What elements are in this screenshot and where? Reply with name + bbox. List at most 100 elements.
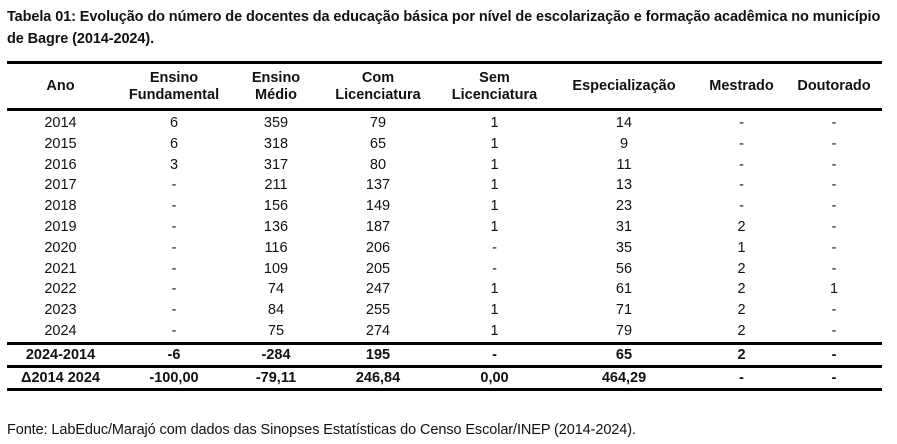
cell: - bbox=[171, 218, 177, 235]
cell: 149 bbox=[365, 198, 391, 215]
cell: -6 bbox=[167, 346, 181, 363]
table-header: Ano Ensino Fundamental Ensino Médio Com Lic… bbox=[7, 62, 882, 110]
header-ensino-fundamental: Ensino Fundamental bbox=[114, 63, 234, 110]
cell: 14 bbox=[615, 115, 633, 131]
cell: 74 bbox=[267, 281, 285, 298]
cell: - bbox=[492, 239, 497, 256]
cell: - bbox=[739, 156, 744, 173]
teachers-table: Ano Ensino Fundamental Ensino Médio Com Lic… bbox=[7, 61, 882, 391]
cell: 31 bbox=[615, 218, 633, 235]
cell: 116 bbox=[264, 239, 288, 256]
cell: 156 bbox=[263, 198, 289, 215]
summary-label: 2024-2014 bbox=[25, 346, 96, 363]
table-row: 2024 - 75 274 1 79 2 - bbox=[7, 321, 882, 343]
cell: - bbox=[831, 115, 837, 131]
cell-year: 2022 bbox=[44, 281, 77, 298]
header-ano: Ano bbox=[7, 63, 114, 110]
cell: 6 bbox=[169, 115, 179, 131]
cell: - bbox=[739, 115, 744, 131]
cell: 255 bbox=[365, 302, 391, 319]
cell-year: 2024 bbox=[44, 322, 77, 339]
cell: - bbox=[831, 260, 837, 277]
cell: 9 bbox=[619, 135, 629, 152]
cell: - bbox=[739, 135, 744, 152]
cell: 35 bbox=[615, 239, 633, 256]
header-doutorado: Doutorado bbox=[786, 63, 882, 110]
cell: 1 bbox=[490, 177, 499, 194]
table-row: 2019 - 136 187 1 31 2 - bbox=[7, 217, 882, 238]
cell: -100,00 bbox=[149, 369, 199, 386]
table-row: 2016 3 317 80 1 11- - bbox=[7, 155, 882, 176]
table-body: 2014 6 359 79 1 14 - - 2015 6 318 65 1 9 - - 2016 3 317 8… bbox=[7, 110, 882, 344]
cell: 79 bbox=[369, 115, 387, 131]
header-line: Ano bbox=[46, 78, 75, 94]
cell: 109 bbox=[263, 260, 289, 277]
cell: 1 bbox=[490, 115, 499, 131]
header-line: Doutorado bbox=[797, 78, 871, 94]
cell: 318 bbox=[263, 135, 289, 152]
cell: 84 bbox=[267, 302, 285, 319]
header-sem-licenciatura: Sem Licenciatura bbox=[438, 63, 551, 110]
cell: - bbox=[831, 218, 837, 235]
cell: - bbox=[831, 346, 837, 363]
header-row: Ano Ensino Fundamental Ensino Médio Com Lic… bbox=[7, 62, 882, 110]
cell: 56 bbox=[615, 260, 633, 277]
cell: - bbox=[171, 177, 177, 194]
cell: -284 bbox=[261, 346, 291, 363]
cell: 1 bbox=[490, 218, 499, 235]
cell: - bbox=[739, 177, 744, 194]
cell: - bbox=[831, 177, 837, 194]
header-com-licenciatura: Com Licenciatura bbox=[318, 63, 438, 110]
cell-year: 2019 bbox=[44, 218, 77, 235]
header-line: Ensino bbox=[149, 69, 199, 86]
cell: 195 bbox=[365, 346, 391, 363]
table-summary: 2024-2014 -6 -284 195 - 65 2 - Δ2014 2024 -100,0… bbox=[7, 343, 882, 390]
cell: 137 bbox=[365, 177, 391, 194]
cell-year: 2017 bbox=[44, 177, 77, 194]
header-line: Licenciatura bbox=[451, 86, 538, 103]
table-row: 2022 - 74 247 1 61 2 1 bbox=[7, 279, 882, 300]
cell: 187 bbox=[365, 218, 391, 235]
cell: 65 bbox=[369, 135, 387, 152]
table-row: 2023 - 84 255 1 71 2 - bbox=[7, 300, 882, 321]
cell: 23 bbox=[615, 198, 633, 215]
cell: 359 bbox=[263, 115, 289, 131]
cell-year: 2014 bbox=[44, 115, 77, 131]
cell: 464,29 bbox=[601, 369, 647, 386]
cell: 2 bbox=[737, 218, 746, 235]
cell: - bbox=[831, 239, 837, 256]
cell: 206 bbox=[365, 239, 391, 256]
cell: - bbox=[171, 198, 177, 215]
source-note: Fonte: LabEduc/Marajó com dados das Sino… bbox=[7, 422, 636, 438]
cell: 11 bbox=[616, 156, 632, 173]
cell: - bbox=[831, 156, 837, 173]
cell: 211 bbox=[264, 177, 288, 194]
cell-year: 2020 bbox=[44, 239, 77, 256]
header-line: Médio bbox=[255, 86, 297, 103]
cell: 1 bbox=[490, 156, 499, 173]
cell: - bbox=[492, 260, 497, 277]
cell-year: 2023 bbox=[44, 302, 77, 319]
cell: 0,00 bbox=[480, 369, 509, 386]
cell-year: 2018 bbox=[44, 198, 77, 215]
cell: 2 bbox=[737, 260, 746, 277]
table-row: 2021 - 109 205 - 56 2 - bbox=[7, 259, 882, 280]
cell: 247 bbox=[365, 281, 391, 298]
cell: - bbox=[171, 260, 177, 277]
cell: 79 bbox=[615, 322, 633, 339]
cell: - bbox=[171, 322, 177, 339]
cell: 205 bbox=[365, 260, 391, 277]
cell: - bbox=[171, 239, 177, 256]
cell: 2 bbox=[737, 346, 746, 363]
header-line: Fundamental bbox=[128, 86, 220, 103]
cell: - bbox=[831, 198, 837, 215]
cell: 317 bbox=[263, 156, 289, 173]
cell: 3 bbox=[169, 156, 179, 173]
header-line: Ensino bbox=[251, 69, 301, 86]
cell: 1 bbox=[490, 281, 499, 298]
cell: 61 bbox=[615, 281, 633, 298]
cell: - bbox=[739, 369, 744, 386]
cell: 71 bbox=[615, 302, 633, 319]
cell: 80 bbox=[369, 156, 387, 173]
cell: 2 bbox=[737, 322, 746, 339]
